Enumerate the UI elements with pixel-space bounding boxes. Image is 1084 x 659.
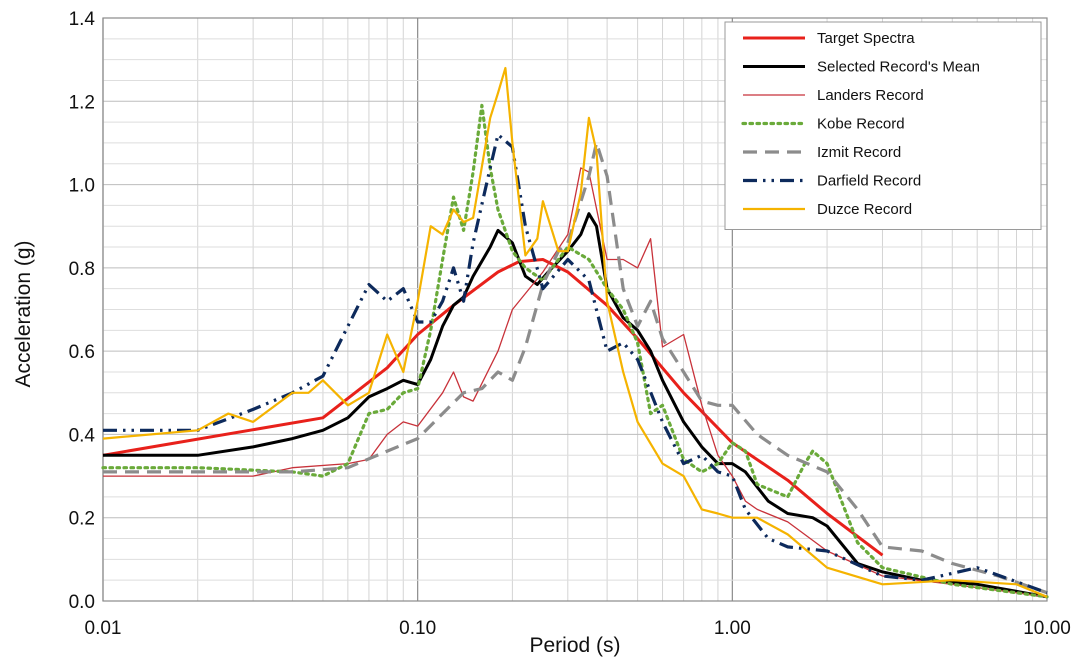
series-line-landers-record	[103, 167, 1048, 598]
x-tick-label: 0.10	[399, 618, 436, 639]
series-line-izmit-record	[103, 141, 1048, 595]
y-tick-label: 0.0	[69, 592, 95, 613]
y-tick-label: 1.2	[69, 92, 95, 113]
y-tick-label: 1.4	[69, 9, 96, 30]
y-axis-title: Acceleration (g)	[12, 240, 35, 387]
series-line-selected-record-s-mean	[103, 212, 1048, 599]
y-tick-label: 0.8	[69, 259, 95, 280]
y-tick-label: 0.2	[69, 509, 95, 530]
series-line-darfield-record	[103, 133, 1048, 595]
series-line-duzce-record	[102, 66, 1048, 598]
series-line-target-spectra	[102, 258, 884, 557]
legend: Target Spectra Selected Record's Mean Land…	[724, 21, 1042, 230]
plot-area-border	[102, 17, 1048, 602]
plot-frame	[102, 17, 1048, 602]
y-tick-label: 1.0	[69, 176, 95, 197]
legend-label-darfield-record: Darfield Record	[817, 173, 921, 190]
y-tick-label: 0.6	[69, 342, 95, 363]
series-lines	[101, 66, 1049, 599]
legend-label-duzce-record: Duzce Record	[817, 201, 912, 218]
legend-label-landers-record: Landers Record	[817, 87, 924, 104]
tick-labels: 0.01 0.10 1.00 10.00 0.0 0.2 0.4 0.6 0.8 1.0 1.2 1.…	[69, 9, 1071, 639]
legend-box	[724, 21, 1042, 230]
x-tick-label: 0.01	[85, 618, 122, 639]
legend-label-target-spectra: Target Spectra	[817, 30, 915, 47]
legend-label-selected-record-s-mean: Selected Record's Mean	[817, 59, 980, 76]
y-tick-label: 0.4	[69, 425, 96, 446]
x-axis-title: Period (s)	[529, 634, 620, 657]
x-tick-label: 1.00	[714, 618, 751, 639]
x-tick-label: 10.00	[1023, 618, 1071, 639]
legend-label-kobe-record: Kobe Record	[817, 116, 905, 133]
legend-label-izmit-record: Izmit Record	[817, 144, 901, 161]
